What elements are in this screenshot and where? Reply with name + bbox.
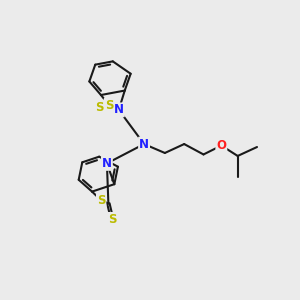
Text: N: N	[114, 103, 124, 116]
Text: O: O	[216, 139, 226, 152]
Text: S: S	[97, 194, 105, 207]
Text: N: N	[139, 138, 149, 151]
Text: N: N	[102, 157, 112, 170]
Text: S: S	[105, 99, 113, 112]
Text: S: S	[108, 213, 116, 226]
Text: S: S	[95, 100, 104, 114]
